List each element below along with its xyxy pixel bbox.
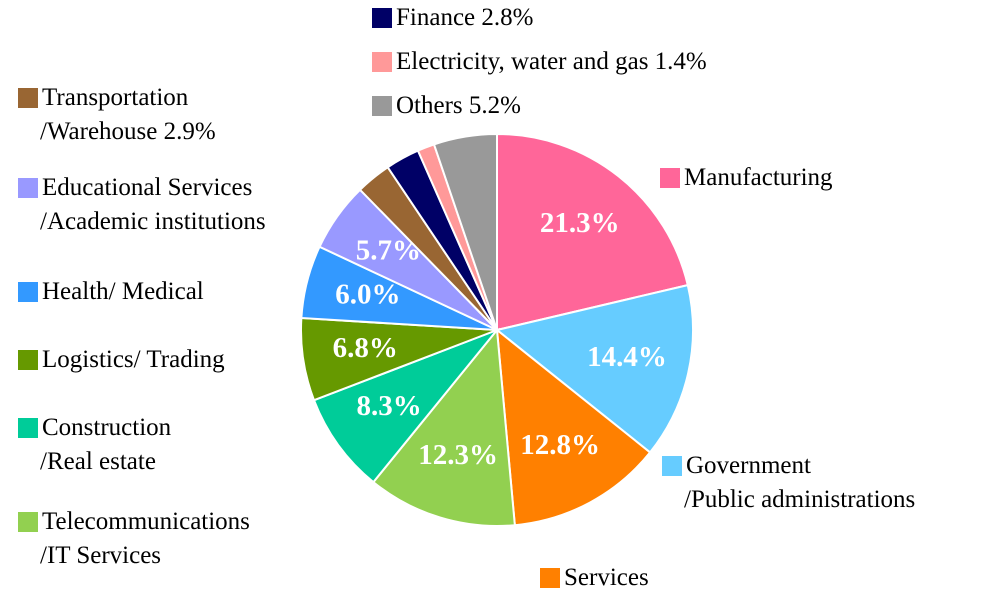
pie-slice	[496, 132, 689, 332]
legend-swatch	[372, 96, 392, 116]
data-label: 6.8%	[333, 332, 398, 364]
pie-slice	[494, 283, 694, 454]
legend-label: Services	[564, 564, 649, 591]
legend-line: Services	[564, 564, 649, 591]
legend-line: Government	[686, 452, 811, 479]
legend-line: Finance 2.8%	[396, 4, 533, 31]
data-label: 8.3%	[356, 390, 421, 422]
legend-line: Electricity, water and gas 1.4%	[396, 48, 707, 75]
legend-line: /Real estate	[40, 448, 156, 475]
legend-swatch	[18, 512, 38, 532]
data-label: 12.3%	[418, 439, 498, 471]
legend-swatch	[18, 88, 38, 108]
legend-line: Transportation	[42, 84, 189, 111]
legend-label: Others 5.2%	[396, 92, 521, 119]
legend-label: Transportation/Warehouse 2.9%	[40, 84, 216, 145]
legend-label: Educational Services/Academic institutio…	[40, 174, 266, 235]
pie-slice	[432, 132, 498, 331]
legend-label: Construction/Real estate	[40, 414, 172, 475]
legend-swatch	[18, 178, 38, 198]
legend-label: Logistics/ Trading	[42, 346, 225, 373]
data-label: 14.4%	[587, 341, 667, 373]
legend-line: /Public administrations	[684, 486, 915, 513]
legend-line: /Warehouse 2.9%	[40, 118, 216, 145]
legend-swatch	[372, 52, 392, 72]
legend-line: Construction	[42, 414, 172, 441]
legend-label: Finance 2.8%	[396, 4, 533, 31]
legend-label: Telecommunications/IT Services	[40, 508, 250, 569]
legend-label: Health/ Medical	[42, 278, 204, 305]
legend-label: Electricity, water and gas 1.4%	[396, 48, 707, 75]
legend-line: Manufacturing	[684, 164, 833, 191]
data-label: 12.8%	[520, 429, 600, 461]
legend-line: /IT Services	[40, 542, 161, 569]
legend-swatch	[662, 456, 682, 476]
legend-line: /Academic institutions	[40, 208, 266, 235]
legend-line: Telecommunications	[42, 508, 250, 535]
legend-swatch	[660, 168, 680, 188]
data-label: 6.0%	[335, 279, 400, 311]
pie-slice	[312, 327, 501, 484]
legend-swatch	[18, 282, 38, 302]
pie-slice	[371, 327, 516, 527]
legend-swatch	[372, 8, 392, 28]
legend-line: Health/ Medical	[42, 278, 204, 305]
legend-label: Government/Public administrations	[684, 452, 915, 513]
legend-line: Educational Services	[42, 174, 252, 201]
legend-line: Logistics/ Trading	[42, 346, 225, 373]
legend-label: Manufacturing	[684, 164, 833, 191]
legend-swatch	[18, 350, 38, 370]
data-label: 21.3%	[540, 207, 620, 239]
legend-swatch	[540, 568, 560, 588]
legend-line: Others 5.2%	[396, 92, 521, 119]
pie-slice	[495, 327, 652, 527]
legend-swatch	[18, 418, 38, 438]
